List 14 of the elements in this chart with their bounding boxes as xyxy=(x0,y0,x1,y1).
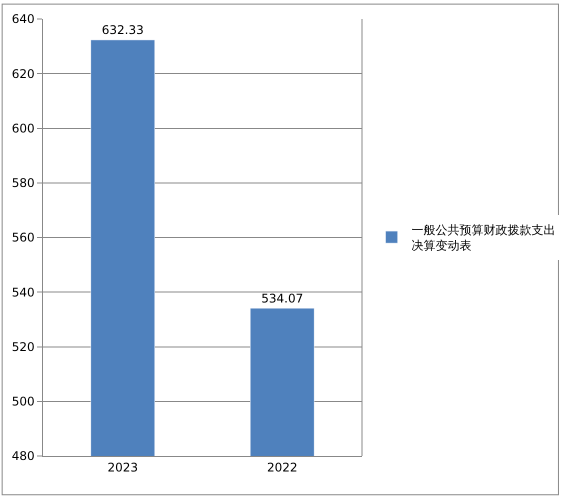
data-label: 632.33 xyxy=(102,22,144,37)
data-label: 534.07 xyxy=(261,291,304,306)
y-tick-label: 600 xyxy=(12,121,35,136)
y-tick-label: 620 xyxy=(12,66,35,81)
y-tick-label: 500 xyxy=(12,394,35,409)
x-tick-label: 2022 xyxy=(266,460,298,474)
y-tick-label: 560 xyxy=(12,230,35,245)
y-tick-label: 540 xyxy=(12,285,35,300)
x-tick-label: 2023 xyxy=(107,460,138,474)
y-tick-label: 580 xyxy=(12,176,35,190)
y-tick-label: 640 xyxy=(12,12,35,26)
legend-label: 一般公共预算财政拨款支出决算变动表 xyxy=(412,222,556,253)
y-tick-label: 520 xyxy=(12,340,35,354)
y-tick-label: 480 xyxy=(12,449,35,464)
